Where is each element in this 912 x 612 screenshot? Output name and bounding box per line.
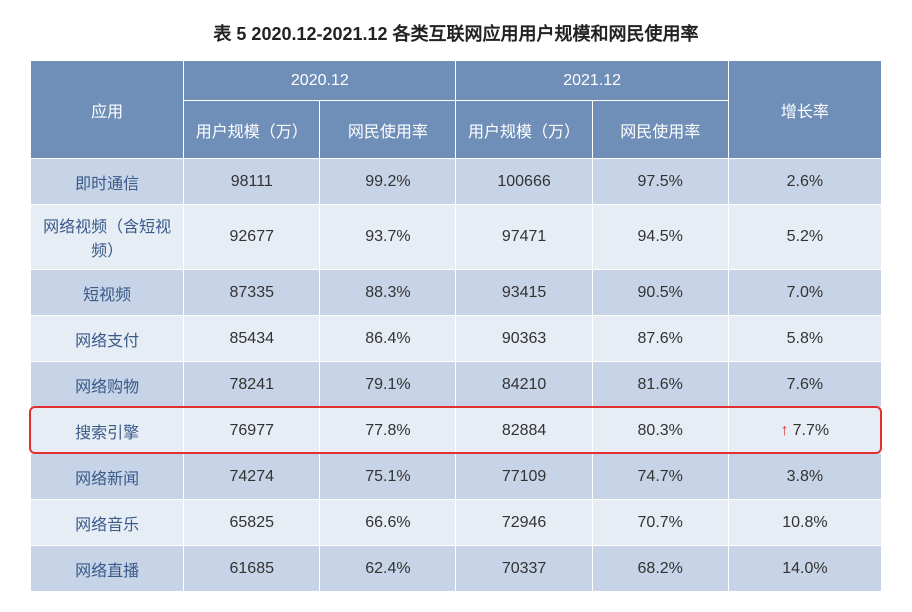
arrow-up-icon: ↑ (781, 422, 789, 440)
col-scale-1: 用户规模（万） (184, 101, 320, 159)
cell-rate-1: 93.7% (320, 205, 456, 270)
cell-rate-2: 97.5% (592, 159, 728, 205)
cell-app: 网络新闻 (31, 454, 184, 500)
cell-growth: 10.8% (728, 500, 881, 546)
cell-rate-1: 99.2% (320, 159, 456, 205)
cell-rate-2: 70.7% (592, 500, 728, 546)
cell-rate-1: 86.4% (320, 316, 456, 362)
col-app: 应用 (31, 61, 184, 159)
table-row: 搜索引擎7697777.8%8288480.3%↑7.7% (31, 408, 882, 454)
cell-rate-2: 90.5% (592, 270, 728, 316)
cell-scale-1: 76977 (184, 408, 320, 454)
table-row: 网络视频（含短视频）9267793.7%9747194.5%5.2% (31, 205, 882, 270)
cell-growth: 5.8% (728, 316, 881, 362)
table-row: 网络音乐6582566.6%7294670.7%10.8% (31, 500, 882, 546)
col-rate-1: 网民使用率 (320, 101, 456, 159)
cell-scale-2: 100666 (456, 159, 592, 205)
cell-app: 网络支付 (31, 316, 184, 362)
cell-scale-2: 77109 (456, 454, 592, 500)
cell-app: 网络购物 (31, 362, 184, 408)
cell-scale-2: 97471 (456, 205, 592, 270)
cell-scale-1: 78241 (184, 362, 320, 408)
cell-rate-2: 87.6% (592, 316, 728, 362)
col-growth: 增长率 (728, 61, 881, 159)
cell-rate-1: 66.6% (320, 500, 456, 546)
cell-scale-2: 93415 (456, 270, 592, 316)
table-row: 网络购物7824179.1%8421081.6%7.6% (31, 362, 882, 408)
table-wrapper: 应用 2020.12 2021.12 增长率 用户规模（万） 网民使用率 用户规… (30, 60, 882, 592)
cell-rate-1: 77.8% (320, 408, 456, 454)
table-row: 网络支付8543486.4%9036387.6%5.8% (31, 316, 882, 362)
cell-scale-1: 65825 (184, 500, 320, 546)
table-row: 短视频8733588.3%9341590.5%7.0% (31, 270, 882, 316)
cell-app: 网络视频（含短视频） (31, 205, 184, 270)
col-period-2: 2021.12 (456, 61, 728, 101)
cell-scale-2: 70337 (456, 546, 592, 592)
cell-app: 短视频 (31, 270, 184, 316)
cell-scale-1: 92677 (184, 205, 320, 270)
cell-app: 网络音乐 (31, 500, 184, 546)
cell-rate-1: 88.3% (320, 270, 456, 316)
cell-growth: 2.6% (728, 159, 881, 205)
cell-app: 搜索引擎 (31, 408, 184, 454)
cell-rate-2: 94.5% (592, 205, 728, 270)
cell-growth: 7.6% (728, 362, 881, 408)
cell-scale-2: 72946 (456, 500, 592, 546)
cell-app: 网络直播 (31, 546, 184, 592)
cell-scale-1: 87335 (184, 270, 320, 316)
cell-rate-1: 62.4% (320, 546, 456, 592)
data-table: 应用 2020.12 2021.12 增长率 用户规模（万） 网民使用率 用户规… (30, 60, 882, 592)
cell-scale-1: 98111 (184, 159, 320, 205)
cell-scale-2: 90363 (456, 316, 592, 362)
cell-rate-2: 80.3% (592, 408, 728, 454)
cell-scale-2: 84210 (456, 362, 592, 408)
cell-app: 即时通信 (31, 159, 184, 205)
table-row: 网络直播6168562.4%7033768.2%14.0% (31, 546, 882, 592)
cell-rate-1: 79.1% (320, 362, 456, 408)
cell-rate-2: 74.7% (592, 454, 728, 500)
cell-scale-1: 74274 (184, 454, 320, 500)
table-row: 即时通信9811199.2%10066697.5%2.6% (31, 159, 882, 205)
table-title: 表 5 2020.12-2021.12 各类互联网应用用户规模和网民使用率 (30, 20, 882, 46)
col-period-1: 2020.12 (184, 61, 456, 101)
cell-growth: ↑7.7% (728, 408, 881, 454)
cell-rate-2: 81.6% (592, 362, 728, 408)
cell-growth: 7.0% (728, 270, 881, 316)
table-row: 网络新闻7427475.1%7710974.7%3.8% (31, 454, 882, 500)
cell-rate-1: 75.1% (320, 454, 456, 500)
cell-growth: 5.2% (728, 205, 881, 270)
col-rate-2: 网民使用率 (592, 101, 728, 159)
cell-scale-1: 61685 (184, 546, 320, 592)
table-body: 即时通信9811199.2%10066697.5%2.6%网络视频（含短视频）9… (31, 159, 882, 592)
cell-growth: 14.0% (728, 546, 881, 592)
cell-scale-1: 85434 (184, 316, 320, 362)
table-header: 应用 2020.12 2021.12 增长率 用户规模（万） 网民使用率 用户规… (31, 61, 882, 159)
cell-rate-2: 68.2% (592, 546, 728, 592)
cell-scale-2: 82884 (456, 408, 592, 454)
cell-growth: 3.8% (728, 454, 881, 500)
col-scale-2: 用户规模（万） (456, 101, 592, 159)
